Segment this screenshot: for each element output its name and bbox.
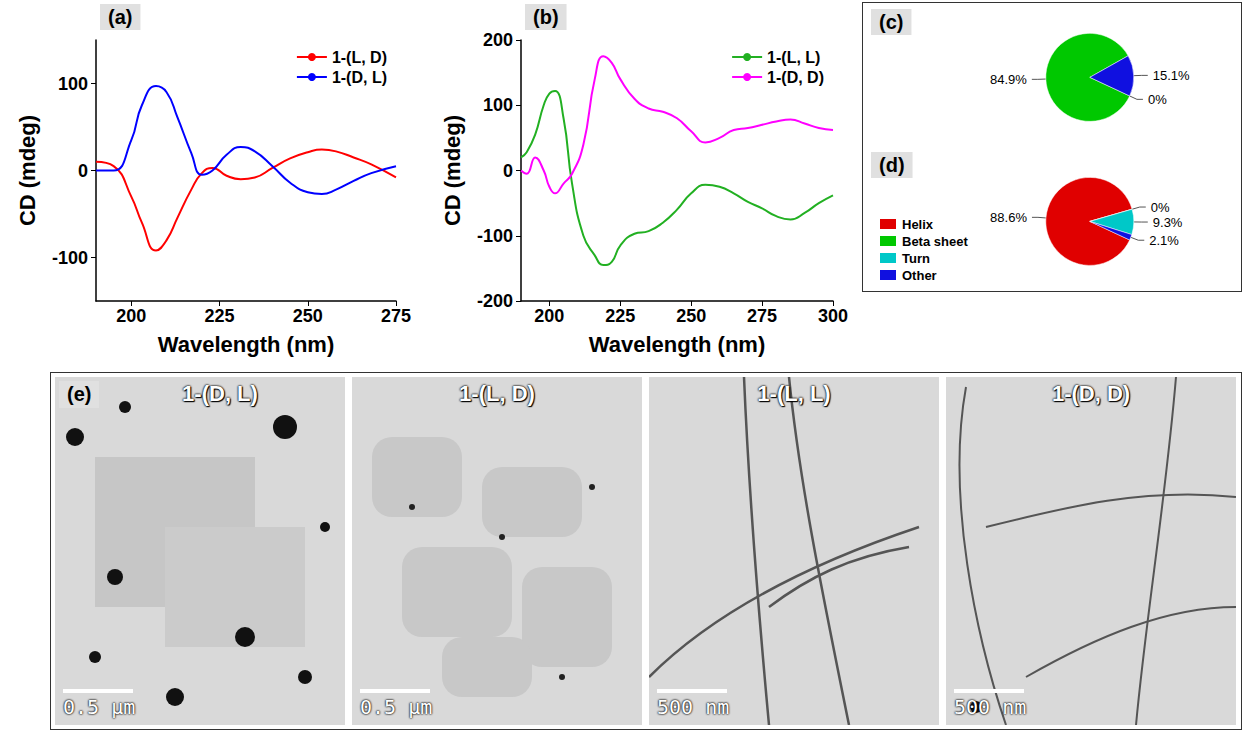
svg-text:100: 100 bbox=[58, 74, 88, 94]
svg-text:Helix: Helix bbox=[902, 217, 934, 232]
svg-text:250: 250 bbox=[293, 306, 323, 326]
svg-text:Wavelength (nm): Wavelength (nm) bbox=[158, 332, 334, 357]
svg-text:200: 200 bbox=[116, 306, 146, 326]
svg-text:225: 225 bbox=[605, 306, 635, 326]
svg-text:84.9%: 84.9% bbox=[990, 72, 1027, 87]
svg-text:0%: 0% bbox=[1151, 200, 1170, 215]
svg-text:(a): (a) bbox=[108, 6, 132, 28]
svg-text:CD (mdeg): CD (mdeg) bbox=[15, 115, 40, 226]
svg-text:1-(D, L): 1-(D, L) bbox=[332, 69, 387, 86]
svg-text:1-(L, L): 1-(L, L) bbox=[767, 49, 820, 66]
svg-text:Turn: Turn bbox=[902, 251, 930, 266]
svg-text:1-(D, D): 1-(D, D) bbox=[767, 69, 824, 86]
svg-text:88.6%: 88.6% bbox=[990, 210, 1027, 225]
html-text:1-(D, D): 1-(D, D) bbox=[1051, 381, 1131, 406]
svg-text:CD (mdeg): CD (mdeg) bbox=[440, 115, 465, 226]
svg-text:(b): (b) bbox=[533, 6, 559, 28]
svg-text:0%: 0% bbox=[1148, 92, 1167, 107]
svg-text:275: 275 bbox=[747, 306, 777, 326]
svg-text:100: 100 bbox=[483, 95, 513, 115]
svg-text:200: 200 bbox=[534, 306, 564, 326]
svg-text:225: 225 bbox=[205, 306, 235, 326]
svg-text:Beta sheet: Beta sheet bbox=[902, 234, 968, 249]
svg-text:15.1%: 15.1% bbox=[1153, 68, 1190, 83]
svg-text:275: 275 bbox=[381, 306, 411, 326]
svg-text:-100: -100 bbox=[477, 226, 513, 246]
svg-text:Other: Other bbox=[902, 268, 937, 283]
svg-text:1-(L, D): 1-(L, D) bbox=[332, 49, 387, 66]
html-text:1-(L, D): 1-(L, D) bbox=[459, 381, 535, 406]
svg-text:9.3%: 9.3% bbox=[1153, 215, 1183, 230]
svg-text:300: 300 bbox=[818, 306, 848, 326]
svg-text:-200: -200 bbox=[477, 291, 513, 311]
html-text:0.5 μm: 0.5 μm bbox=[63, 695, 136, 719]
svg-text:Wavelength (nm): Wavelength (nm) bbox=[589, 332, 765, 357]
svg-text:0: 0 bbox=[78, 161, 88, 181]
html-text:500 nm: 500 nm bbox=[657, 695, 730, 719]
html-text:1-(D, L): 1-(D, L) bbox=[182, 381, 258, 406]
svg-text:200: 200 bbox=[483, 30, 513, 50]
svg-text:250: 250 bbox=[676, 306, 706, 326]
svg-text:-100: -100 bbox=[52, 248, 88, 268]
html-text:500 nm: 500 nm bbox=[954, 695, 1027, 719]
html-text:0.5 μm: 0.5 μm bbox=[360, 695, 433, 719]
svg-text:2.1%: 2.1% bbox=[1149, 233, 1179, 248]
html-text:1-(L, L): 1-(L, L) bbox=[757, 381, 831, 406]
svg-text:(c): (c) bbox=[879, 11, 903, 33]
svg-text:(d): (d) bbox=[879, 154, 905, 176]
html-text:(e): (e) bbox=[67, 383, 92, 405]
svg-text:0: 0 bbox=[503, 161, 513, 181]
